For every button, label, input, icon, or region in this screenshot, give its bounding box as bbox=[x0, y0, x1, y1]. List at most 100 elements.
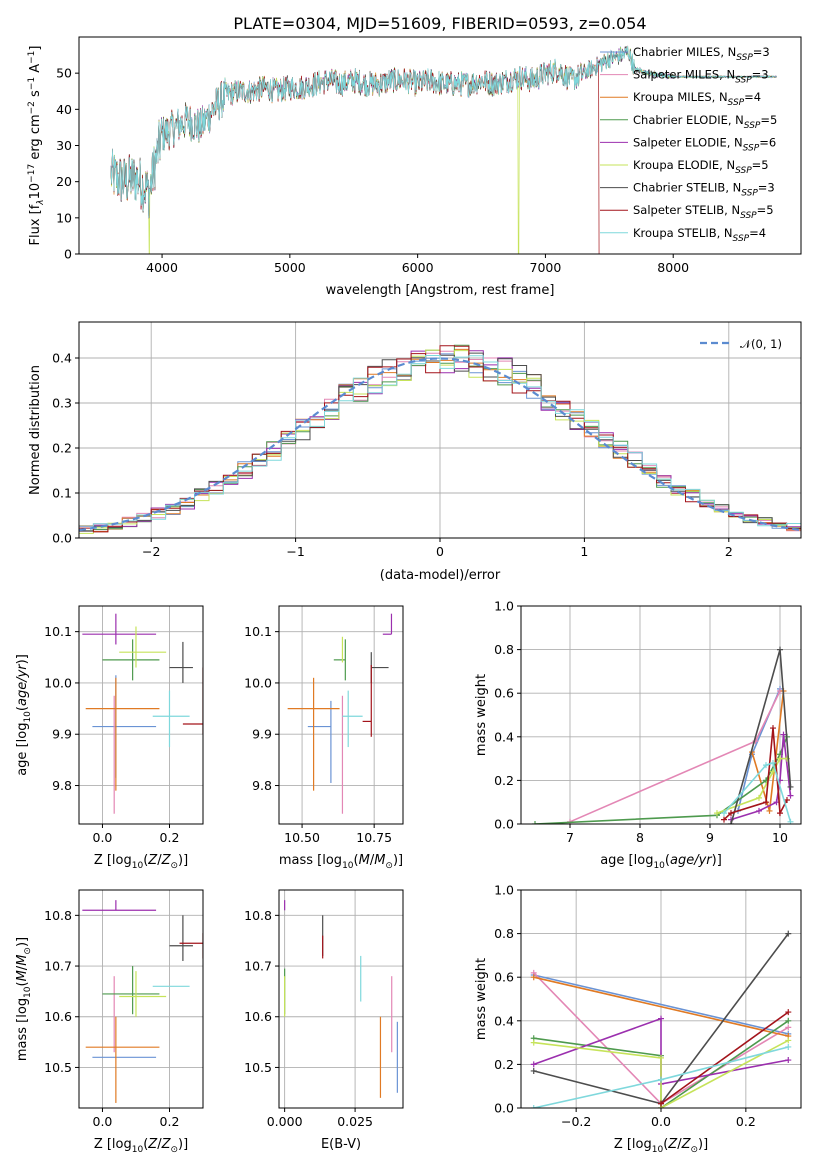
y-axis-label: mass weight bbox=[474, 958, 489, 1040]
errorbar-krou_miles bbox=[287, 677, 340, 791]
axes-frame bbox=[78, 889, 204, 1109]
y-tick-label: 9.8 bbox=[52, 778, 72, 793]
errorbar-chab_elodie bbox=[102, 966, 160, 1015]
y-tick-label: 0.2 bbox=[494, 1057, 514, 1072]
weight-marker-krou_stelib bbox=[658, 1076, 664, 1083]
y-tick-label: 10 bbox=[56, 210, 72, 225]
axes-mass_vs_ebv: 0.000 0.025 10.5 10.6 10.7 10.8 E(B-V) bbox=[244, 889, 404, 1152]
axes-frame bbox=[520, 889, 802, 1109]
weight-marker-chab_stelib bbox=[787, 783, 794, 790]
legend-label-chab_miles: Chabrier MILES, NSSP=3 bbox=[633, 45, 770, 63]
x-tick-label: 0.0 bbox=[93, 830, 113, 845]
weight-marker-krou_stelib bbox=[530, 1105, 537, 1108]
errorbar-chab_miles bbox=[92, 675, 157, 778]
axes-age_vs_Z: 0.0 0.2 9.8 9.9 10.0 10.1 Z [log10(Z/Z⊙)] age [… bbox=[15, 605, 204, 871]
weight-marker-salp_elodie bbox=[756, 807, 762, 814]
weight-line-chab_miles bbox=[737, 688, 781, 812]
y-tick-label: 40 bbox=[56, 102, 72, 117]
legend-label-chab_elodie: Chabrier ELODIE, NSSP=5 bbox=[633, 113, 777, 131]
x-tick-label: −0.2 bbox=[561, 1114, 591, 1129]
plot-area-mass_vs_ebv bbox=[284, 900, 398, 1098]
weight-marker-chab_elodie bbox=[532, 821, 538, 824]
y-tick-label: 10.8 bbox=[244, 908, 272, 923]
x-tick-label: 2 bbox=[725, 544, 733, 559]
x-axis-label: Z [log10(Z/Z⊙)] bbox=[614, 1137, 708, 1155]
weight-line-krou_elodie bbox=[533, 1039, 789, 1108]
errorbar-salp_stelib bbox=[182, 667, 203, 735]
weight-marker-chab_elodie bbox=[785, 1017, 792, 1024]
weight-marker-salp_stelib bbox=[770, 725, 776, 732]
axes-frame bbox=[278, 605, 404, 825]
weight-marker-krou_stelib bbox=[763, 762, 769, 769]
weight-marker-salp_stelib bbox=[658, 1100, 664, 1107]
axes-residual_hist: −2 −1 0 1 2 0.0 0.1 0.2 0.3 0.4 𝒩(0, 1) (data-model… bbox=[28, 321, 802, 583]
x-tick-label: 4000 bbox=[146, 260, 178, 275]
errorbar-krou_stelib bbox=[342, 690, 363, 748]
y-tick-label: 0.8 bbox=[494, 926, 514, 941]
axes-mass_vs_Z: 0.0 0.2 10.5 10.6 10.7 10.8 Z [log10(Z/Z⊙)] mas… bbox=[15, 889, 204, 1155]
axes-spectrum: 4000 5000 6000 7000 8000 0 10 20 30 40 50 wavelengt… bbox=[27, 36, 802, 298]
weight-marker-krou_elodie bbox=[530, 1039, 537, 1046]
x-tick-label: −1 bbox=[286, 544, 304, 559]
y-tick-label: 10.5 bbox=[244, 1060, 272, 1075]
x-tick-label: 0.0 bbox=[651, 1114, 671, 1129]
hist-step-krou_stelib bbox=[79, 355, 801, 527]
weight-marker-chab_stelib bbox=[777, 646, 783, 653]
y-tick-label: 10.1 bbox=[244, 624, 272, 639]
y-tick-label: 0.4 bbox=[494, 1013, 514, 1028]
errorbar-krou_miles bbox=[85, 677, 160, 791]
x-axis-label: mass [log10(M/M⊙)] bbox=[279, 853, 403, 871]
weight-marker-salp_elodie bbox=[787, 792, 794, 799]
errorbar-krou_elodie bbox=[119, 626, 167, 668]
weight-marker-salp_elodie bbox=[785, 1057, 792, 1064]
y-axis-label: age [log10(age/yr)] bbox=[15, 654, 33, 776]
weight-line-salp_stelib bbox=[723, 728, 788, 821]
weight-marker-salp_stelib bbox=[721, 816, 727, 823]
y-tick-label: 9.8 bbox=[252, 778, 272, 793]
y-tick-label: 10.1 bbox=[44, 624, 72, 639]
y-tick-label: 10.7 bbox=[244, 959, 272, 974]
weight-marker-salp_elodie bbox=[530, 1061, 537, 1068]
weight-marker-krou_stelib bbox=[721, 810, 727, 817]
weight-marker-krou_elodie bbox=[777, 755, 783, 762]
weight-marker-salp_stelib bbox=[777, 810, 783, 817]
y-tick-label: 0.2 bbox=[494, 773, 514, 788]
y-tick-label: 50 bbox=[56, 66, 72, 81]
x-tick-label: 8000 bbox=[657, 260, 689, 275]
y-tick-label: 0.4 bbox=[52, 351, 72, 366]
plot-area-residual_hist bbox=[79, 344, 801, 534]
weight-marker-krou_elodie bbox=[714, 810, 720, 817]
weight-marker-salp_stelib bbox=[784, 797, 790, 804]
x-tick-label: 0.2 bbox=[736, 1114, 756, 1129]
axes-frame bbox=[78, 321, 802, 539]
y-tick-label: 0.2 bbox=[52, 441, 72, 456]
normal-pdf-curve bbox=[79, 357, 801, 532]
weight-marker-salp_elodie bbox=[780, 731, 787, 738]
errorbar-salp_elodie bbox=[82, 900, 157, 911]
weight-marker-krou_miles bbox=[530, 974, 537, 981]
weight-marker-krou_elodie bbox=[785, 1037, 792, 1044]
x-tick-label: 9 bbox=[706, 830, 714, 845]
y-tick-label: 0.6 bbox=[494, 970, 514, 985]
y-axis-label: mass weight bbox=[474, 674, 489, 756]
errorbar-salp_elodie bbox=[382, 613, 393, 635]
errorbar-krou_stelib bbox=[152, 690, 190, 748]
y-tick-label: 0.0 bbox=[494, 1101, 514, 1116]
errorbar-krou_elodie bbox=[119, 971, 167, 1017]
legend-label-chab_stelib: Chabrier STELIB, NSSP=3 bbox=[633, 181, 775, 199]
spectrum-line-krou_stelib bbox=[110, 46, 777, 218]
axes-weight_vs_age: 7 8 9 10 0.0 0.2 0.4 0.6 0.8 1.0 age [log10(age/yr… bbox=[474, 599, 802, 871]
x-tick-label: 0 bbox=[436, 544, 444, 559]
y-tick-label: 30 bbox=[56, 138, 72, 153]
weight-marker-salp_elodie bbox=[658, 1015, 664, 1022]
y-tick-label: 20 bbox=[56, 174, 72, 189]
y-tick-label: 10.0 bbox=[44, 675, 72, 690]
errorbar-chab_miles bbox=[307, 700, 332, 783]
weight-line-chab_miles bbox=[533, 974, 789, 1035]
axes-frame bbox=[78, 36, 802, 255]
x-axis-label: (data-model)/error bbox=[380, 568, 501, 583]
errorbar-chab_stelib bbox=[169, 641, 193, 683]
axes-frame bbox=[78, 605, 204, 825]
legend-label-krou_stelib: Kroupa STELIB, NSSP=4 bbox=[633, 226, 766, 244]
y-axis-label: Normed distribution bbox=[28, 365, 43, 495]
